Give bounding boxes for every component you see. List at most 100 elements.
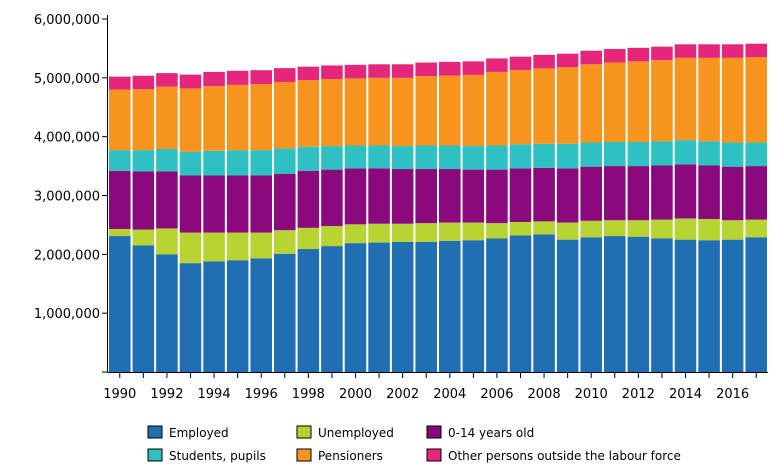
x-tick-label: 2006: [480, 387, 513, 402]
x-tick-label: 1990: [103, 387, 136, 402]
bar-segment-2000-employed: [344, 243, 367, 372]
x-tick-label: 1992: [150, 387, 183, 402]
legend-swatch-employed: [147, 425, 163, 439]
bar-segment-2000-other-persons-outside-the-labour-force: [344, 64, 367, 79]
bar-segment-1996-other-persons-outside-the-labour-force: [250, 70, 272, 85]
bar-segment-1991-other-persons-outside-the-labour-force: [132, 75, 155, 90]
axes-group: 1,000,000 2,000,000 3,000,000 4,000,000 5,00…: [34, 13, 768, 402]
legend-label-other-persons-outside-the-labour-force: Other persons outside the labour force: [448, 449, 681, 463]
bar-segment-2004-unemployed: [439, 222, 461, 241]
bar-segment-2011-pensioners: [604, 62, 626, 142]
bar-segment-1992-0-14-years-old: [156, 171, 178, 229]
bar-segment-2014-students-pupils: [674, 140, 697, 165]
bar-segment-1999-other-persons-outside-the-labour-force: [321, 65, 343, 80]
legend-swatch-students-pupils: [147, 448, 163, 462]
bar-segment-1990-students-pupils: [109, 150, 131, 171]
bar-segment-2017-pensioners: [745, 57, 767, 143]
bar-segment-2013-pensioners: [651, 60, 673, 142]
bar-segment-2014-other-persons-outside-the-labour-force: [674, 44, 697, 58]
x-tick-label: 2008: [528, 387, 561, 402]
bar-segment-2004-0-14-years-old: [439, 169, 461, 223]
bar-segment-1999-pensioners: [321, 79, 343, 147]
bar-segment-1992-unemployed: [156, 228, 178, 255]
bar-segment-1995-students-pupils: [226, 150, 249, 176]
bar-segment-1997-employed: [274, 253, 296, 372]
y-tick-label: 4,000,000: [34, 131, 100, 146]
bar-segment-1994-employed: [203, 261, 225, 372]
bar-segment-2003-pensioners: [415, 76, 437, 146]
legend-swatch-other-persons-outside-the-labour-force: [426, 448, 442, 462]
bar-segment-1994-other-persons-outside-the-labour-force: [203, 71, 225, 87]
bar-segment-2012-students-pupils: [627, 141, 650, 167]
bar-segment-2005-pensioners: [462, 74, 485, 147]
bar-segment-1997-unemployed: [274, 230, 296, 254]
bar-segment-2013-unemployed: [651, 219, 673, 239]
bar-segment-2012-unemployed: [627, 220, 650, 237]
bar-segment-2007-other-persons-outside-the-labour-force: [509, 56, 532, 71]
bar-segment-2010-unemployed: [580, 220, 602, 238]
bar-segment-1992-employed: [156, 254, 178, 372]
bar-segment-2008-students-pupils: [533, 143, 555, 168]
bar-segment-2000-unemployed: [344, 224, 367, 244]
bar-segment-2003-students-pupils: [415, 145, 437, 170]
bar-segment-2016-other-persons-outside-the-labour-force: [721, 44, 744, 58]
bar-segment-1991-pensioners: [132, 89, 155, 151]
legend-label-students-pupils: Students, pupils: [169, 449, 266, 463]
legend-swatch-0-14-years-old: [426, 425, 442, 439]
bar-segment-1991-students-pupils: [132, 150, 155, 172]
bar-segment-1994-0-14-years-old: [203, 175, 225, 233]
bar-segment-2001-pensioners: [368, 77, 390, 146]
bar-segment-1997-other-persons-outside-the-labour-force: [274, 68, 296, 82]
bar-segment-2014-unemployed: [674, 218, 697, 240]
bar-segment-2008-0-14-years-old: [533, 167, 555, 222]
bar-segment-2017-other-persons-outside-the-labour-force: [745, 43, 767, 58]
x-tick-label: 1996: [245, 387, 278, 402]
bar-segment-1995-other-persons-outside-the-labour-force: [226, 70, 249, 85]
bar-segment-2011-0-14-years-old: [604, 166, 626, 221]
bars-group: [109, 43, 767, 373]
bar-segment-1998-other-persons-outside-the-labour-force: [297, 66, 320, 81]
bar-segment-2005-employed: [462, 240, 485, 372]
bar-segment-1996-pensioners: [250, 84, 272, 151]
bar-segment-1999-employed: [321, 246, 343, 372]
x-tick-label: 1994: [198, 387, 231, 402]
bar-segment-1999-0-14-years-old: [321, 169, 343, 227]
bar-segment-2011-employed: [604, 236, 626, 372]
bar-segment-1990-employed: [109, 236, 131, 372]
bar-segment-1998-employed: [297, 249, 320, 372]
y-tick-label: 3,000,000: [34, 190, 100, 205]
bar-segment-2010-students-pupils: [580, 142, 602, 167]
bar-segment-2007-students-pupils: [509, 144, 532, 169]
bar-segment-2008-unemployed: [533, 221, 555, 235]
bar-segment-1993-pensioners: [179, 88, 202, 152]
bar-segment-1998-pensioners: [297, 80, 320, 147]
bar-segment-2009-pensioners: [556, 67, 579, 144]
legend: Employed Unemployed 0-14 years old Students…: [147, 425, 681, 463]
bar-segment-1995-pensioners: [226, 84, 249, 151]
bar-segment-2016-employed: [721, 239, 744, 373]
bar-segment-2000-0-14-years-old: [344, 168, 367, 225]
bar-segment-2000-students-pupils: [344, 145, 367, 169]
x-tick-label: 1998: [292, 387, 325, 402]
x-tick-label: 2004: [433, 387, 466, 402]
bar-segment-2002-0-14-years-old: [391, 169, 414, 224]
y-tick-label: 2,000,000: [34, 248, 100, 263]
bar-segment-1999-unemployed: [321, 226, 343, 247]
y-tick-label: 6,000,000: [34, 13, 100, 28]
bar-segment-1993-employed: [179, 263, 202, 372]
bar-segment-1995-unemployed: [226, 232, 249, 261]
bar-segment-2015-employed: [698, 240, 720, 372]
bar-segment-1997-students-pupils: [274, 148, 296, 174]
bar-segment-1990-0-14-years-old: [109, 170, 131, 230]
bar-segment-2017-students-pupils: [745, 142, 767, 167]
bar-segment-2010-employed: [580, 237, 602, 372]
bar-segment-2011-other-persons-outside-the-labour-force: [604, 49, 626, 63]
bar-segment-1996-0-14-years-old: [250, 175, 272, 233]
bar-segment-1997-0-14-years-old: [274, 173, 296, 231]
bar-segment-2009-unemployed: [556, 222, 579, 240]
bar-segment-2002-other-persons-outside-the-labour-force: [391, 64, 414, 78]
bar-segment-1997-pensioners: [274, 81, 296, 149]
bar-segment-1994-students-pupils: [203, 150, 225, 176]
bar-segment-2016-pensioners: [721, 57, 744, 143]
bar-segment-2001-employed: [368, 242, 390, 372]
